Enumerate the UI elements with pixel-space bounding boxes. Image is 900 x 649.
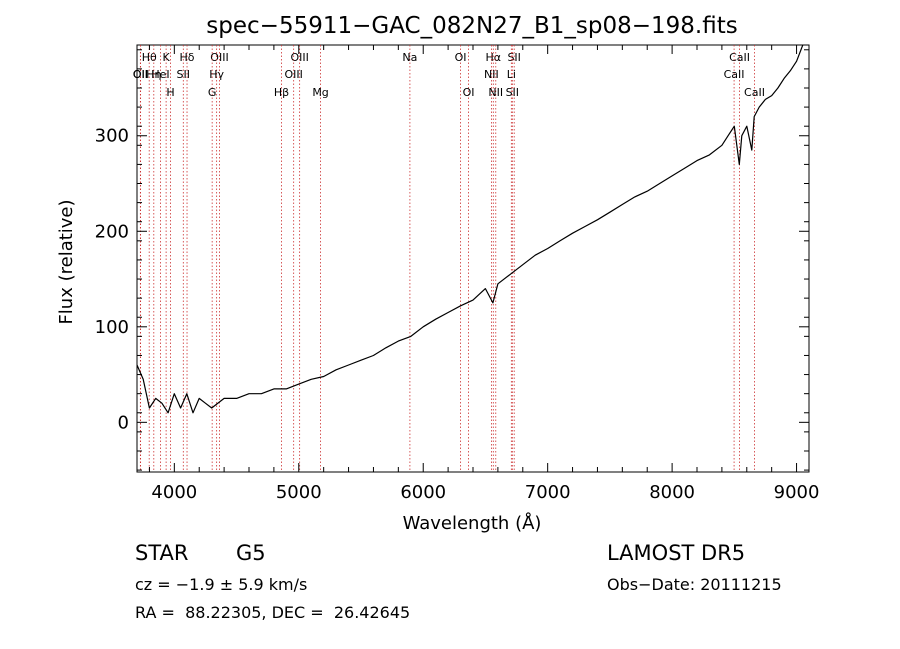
line-label: Hβ: [274, 86, 289, 99]
line-label: Na: [402, 51, 417, 64]
line-label: Mg: [312, 86, 328, 99]
survey-name: LAMOST DR5: [607, 541, 746, 565]
x-axis-ticks: 4000 5000 6000 7000 8000 9000: [148, 45, 820, 503]
plot-frame: [136, 44, 810, 473]
line-label: HeI: [151, 68, 169, 81]
chart-title: spec−55911−GAC_082N27_B1_sp08−198.fits: [206, 13, 737, 39]
obs-date: Obs−Date: 20111215: [607, 575, 782, 594]
line-label: OI: [455, 51, 467, 64]
spectrum-line: [136, 44, 804, 414]
object-type: STAR: [135, 541, 189, 565]
spectral-line-markers: Hθ K Hδ OIII OIII Na OI Hα SII CaII OII HeI SII Hγ OII…: [133, 45, 765, 472]
x-tick-label: 7000: [525, 482, 571, 503]
x-tick-label: 6000: [400, 482, 446, 503]
y-axis-label: Flux (relative): [56, 199, 77, 324]
x-tick-label: 8000: [649, 482, 695, 503]
line-label: OIII: [284, 68, 302, 81]
line-label: SII: [177, 68, 190, 81]
line-label: NII: [488, 86, 503, 99]
line-label: OIII: [210, 51, 228, 64]
ra-dec: RA = 88.22305, DEC = 26.42645: [135, 603, 411, 622]
line-label: Li: [507, 68, 516, 81]
line-label: Hθ: [142, 51, 157, 64]
line-label: CaII: [744, 86, 765, 99]
line-label: NII: [484, 68, 499, 81]
line-label: OII: [133, 68, 148, 81]
line-label: Hδ: [180, 51, 195, 64]
x-axis-label: Wavelength (Å): [403, 512, 542, 534]
line-label: K: [163, 51, 171, 64]
x-tick-label: 5000: [276, 482, 322, 503]
line-label: H: [166, 86, 174, 99]
line-label: SII: [507, 51, 520, 64]
line-label: Hη: [146, 68, 161, 81]
y-tick-label: 200: [95, 221, 129, 242]
line-label: OI: [463, 86, 475, 99]
y-tick-label: 300: [95, 126, 129, 147]
line-label: OIII: [290, 51, 308, 64]
cz-value: cz = −1.9 ± 5.9 km/s: [135, 575, 308, 594]
x-tick-label: 4000: [151, 482, 197, 503]
line-label: CaII: [729, 51, 750, 64]
y-tick-label: 0: [118, 412, 129, 433]
line-label: SII: [506, 86, 519, 99]
line-label: CaII: [724, 68, 745, 81]
spectrum-series: [136, 44, 804, 414]
line-label: G: [208, 86, 217, 99]
y-tick-label: 100: [95, 317, 129, 338]
y-axis-ticks: 0 100 200 300: [95, 49, 809, 471]
line-label: Hα: [486, 51, 502, 64]
subclass: G5: [236, 541, 266, 565]
line-label: Hγ: [209, 68, 224, 81]
x-tick-label: 9000: [774, 482, 820, 503]
